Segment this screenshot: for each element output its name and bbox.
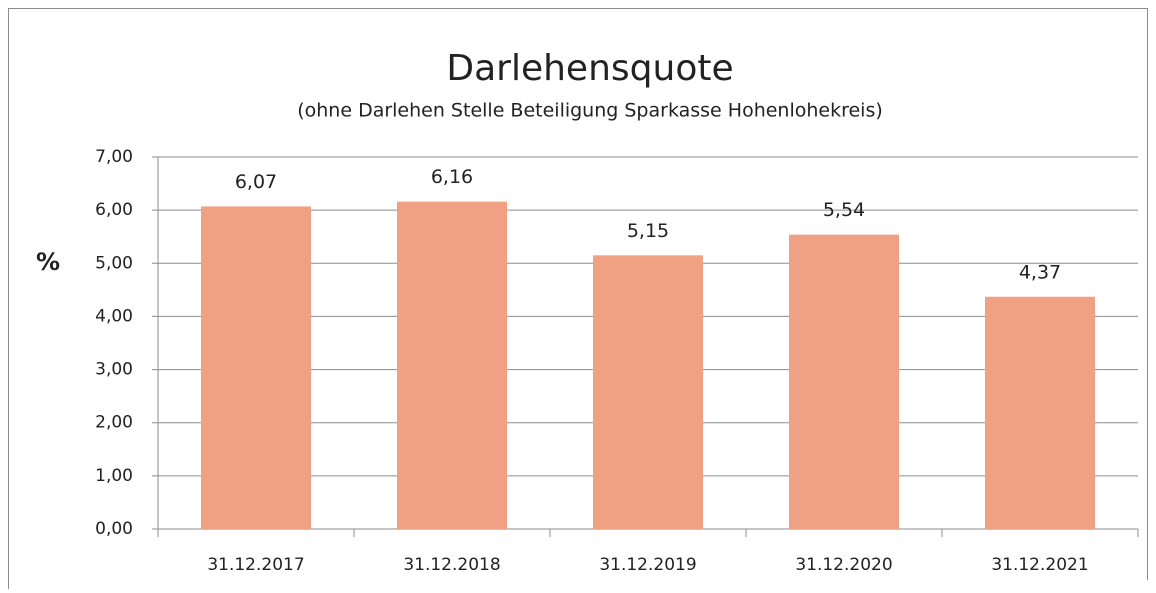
data-label: 6,07 bbox=[235, 171, 277, 193]
bar bbox=[593, 255, 703, 530]
y-tick-label: 5,00 bbox=[95, 253, 133, 273]
data-label: 5,54 bbox=[823, 199, 865, 221]
bar bbox=[397, 201, 507, 529]
y-tick-label: 4,00 bbox=[95, 306, 133, 326]
data-label: 5,15 bbox=[627, 220, 669, 242]
y-tick-label: 6,00 bbox=[95, 200, 133, 220]
chart-title: Darlehensquote bbox=[446, 48, 733, 89]
y-tick-label: 0,00 bbox=[95, 519, 133, 539]
data-label: 4,37 bbox=[1019, 261, 1061, 283]
chart-subtitle: (ohne Darlehen Stelle Beteiligung Sparka… bbox=[297, 100, 883, 122]
y-tick-label: 7,00 bbox=[95, 147, 133, 167]
data-label: 6,16 bbox=[431, 166, 473, 188]
y-axis-label: % bbox=[36, 248, 60, 276]
bar bbox=[201, 206, 311, 529]
y-tick-label: 3,00 bbox=[95, 360, 133, 380]
bar bbox=[789, 234, 899, 530]
y-tick-label: 1,00 bbox=[95, 466, 133, 486]
x-tick-label: 31.12.2021 bbox=[991, 555, 1088, 575]
x-tick-label: 31.12.2020 bbox=[795, 555, 892, 575]
bar bbox=[985, 296, 1095, 529]
chart-border bbox=[8, 8, 1148, 589]
x-tick-label: 31.12.2019 bbox=[599, 555, 696, 575]
y-tick-label: 2,00 bbox=[95, 413, 133, 433]
x-tick-label: 31.12.2017 bbox=[207, 555, 304, 575]
x-tick-label: 31.12.2018 bbox=[403, 555, 500, 575]
